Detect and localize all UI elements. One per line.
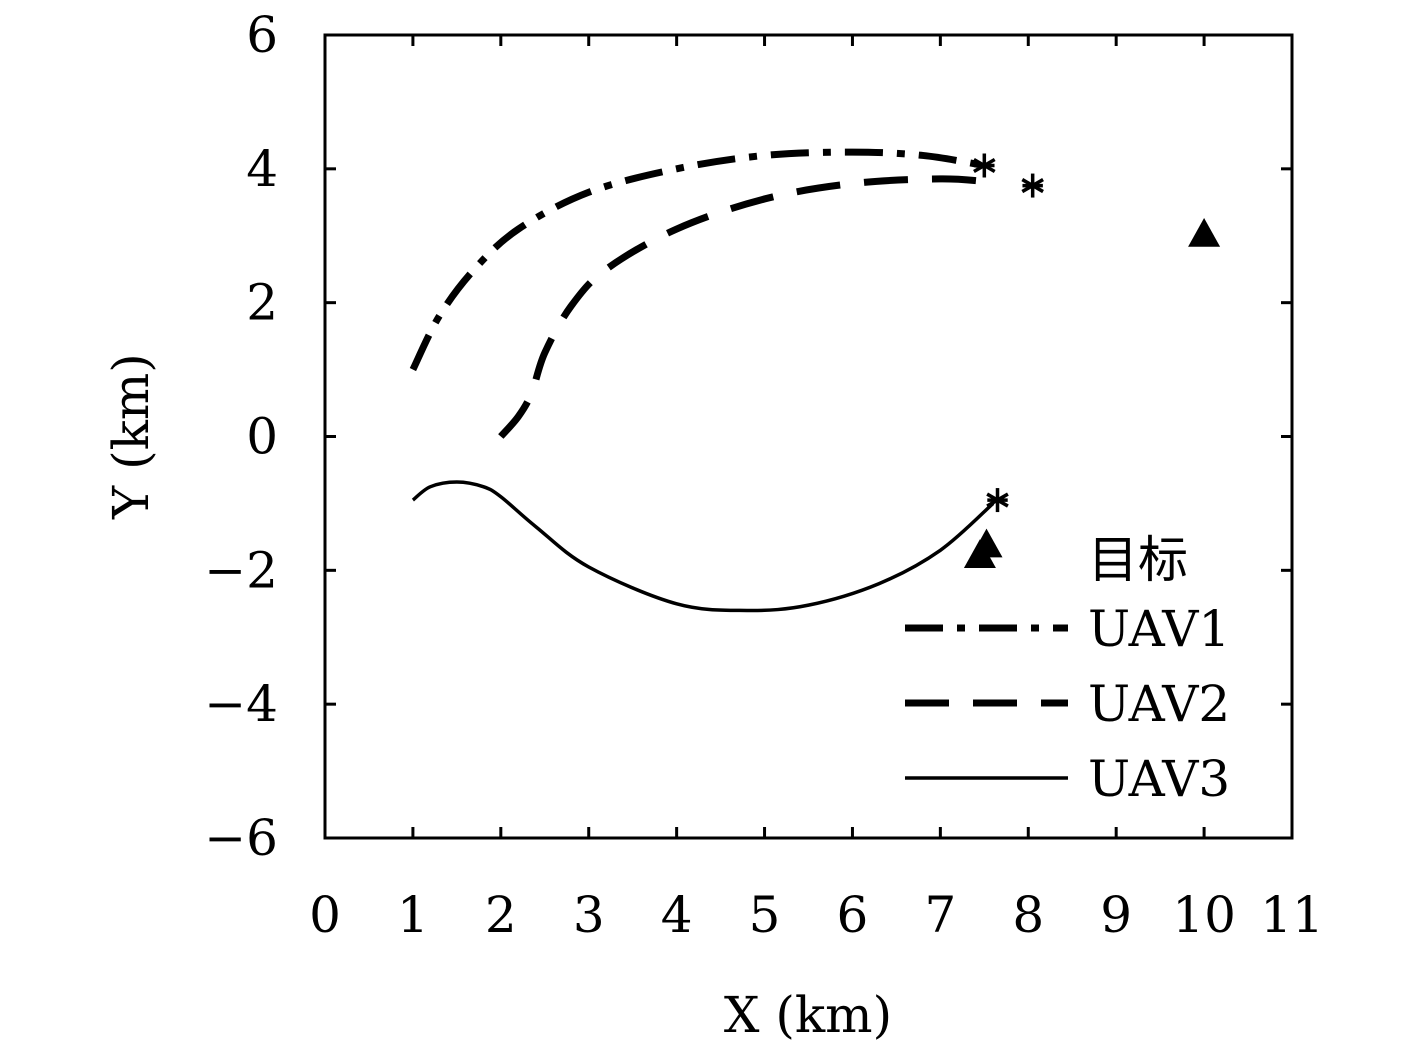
- y-tick-label: 4: [246, 140, 278, 198]
- x-tick-label: 4: [661, 886, 693, 944]
- y-tick-label: −4: [204, 675, 278, 733]
- legend-label-uav2: UAV2: [1088, 675, 1230, 733]
- end-point-asterisk-marker: [986, 488, 1009, 513]
- x-tick-label: 1: [397, 886, 429, 944]
- y-tick-label: 0: [246, 408, 278, 466]
- x-tick-label: 11: [1260, 886, 1324, 944]
- x-tick-label: 2: [485, 886, 517, 944]
- legend-target-marker: [970, 528, 1003, 558]
- y-tick-label: 2: [246, 274, 278, 332]
- legend: 目标 UAV1 UAV2 UAV3: [905, 528, 1230, 808]
- x-tick-label: 3: [573, 886, 605, 944]
- legend-label-uav3: UAV3: [1088, 750, 1230, 808]
- x-tick-label: 7: [924, 886, 956, 944]
- x-tick-label: 0: [309, 886, 341, 944]
- y-tick-label: −2: [204, 541, 278, 599]
- y-tick-label: 6: [246, 6, 278, 64]
- legend-label-uav1: UAV1: [1088, 600, 1230, 658]
- x-axis-title: X (km): [724, 986, 892, 1044]
- y-axis-title: Y (km): [102, 353, 160, 520]
- legend-label-target: 目标: [1088, 531, 1188, 589]
- series-line-uav3: [411, 480, 995, 613]
- x-tick-label: 5: [749, 886, 781, 944]
- x-tick-label: 10: [1172, 886, 1236, 944]
- target-triangle-marker: [1188, 218, 1221, 247]
- series-line-uav2: [498, 175, 994, 439]
- end-point-asterisk-marker: [973, 153, 996, 178]
- marker-layer: [963, 153, 1221, 569]
- series-line-uav1: [409, 148, 985, 372]
- end-point-asterisk-marker: [1021, 173, 1044, 198]
- y-tick-label: −6: [204, 809, 278, 867]
- x-tick-label: 6: [837, 886, 869, 944]
- x-tick-label: 8: [1012, 886, 1044, 944]
- x-tick-label: 9: [1100, 886, 1132, 944]
- series-layer: [409, 148, 995, 613]
